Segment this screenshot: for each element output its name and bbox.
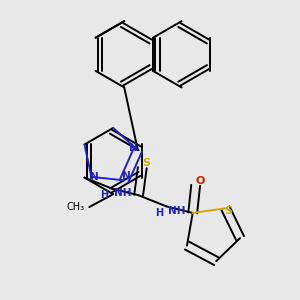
Text: S: S (224, 206, 232, 216)
Text: NH: NH (168, 206, 186, 216)
Text: NH: NH (114, 188, 131, 198)
Text: N: N (90, 172, 98, 182)
Text: N: N (122, 171, 130, 181)
Text: H: H (155, 208, 163, 218)
Text: CH₃: CH₃ (67, 202, 85, 212)
Text: S: S (142, 158, 150, 168)
Text: N: N (129, 143, 138, 153)
Text: O: O (195, 176, 205, 186)
Text: H: H (100, 190, 108, 200)
